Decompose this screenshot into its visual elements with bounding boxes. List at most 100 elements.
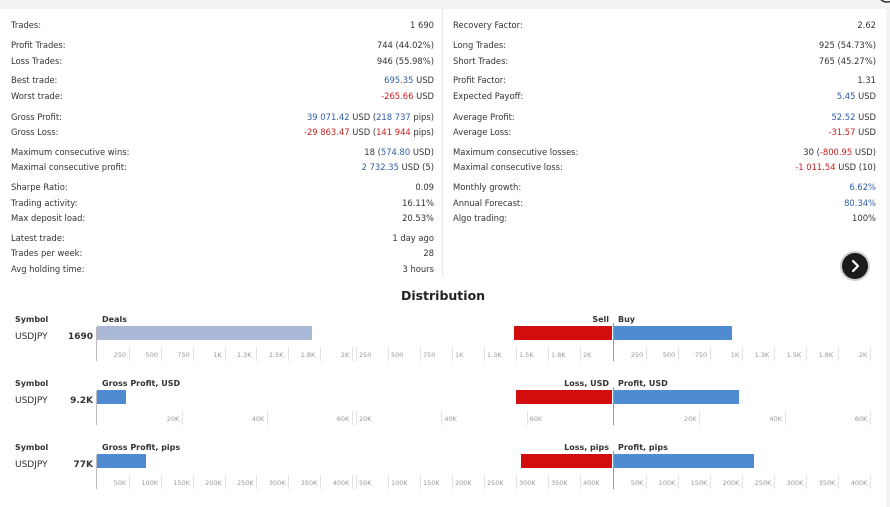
axis-tick bbox=[182, 411, 183, 425]
axis-tick bbox=[224, 347, 226, 361]
next-page-button[interactable] bbox=[842, 253, 868, 279]
stat-value: 100% bbox=[852, 211, 876, 225]
stat-value: 3 hours bbox=[402, 262, 434, 276]
stat-value: 5.45 USD bbox=[837, 89, 876, 103]
stat-value: 30 (-800.95 USD) bbox=[803, 145, 876, 159]
axis-tick-label: 40K bbox=[444, 415, 457, 423]
stat-row: Gross Loss: -29 863.47 USD (141 944 pips) bbox=[11, 125, 434, 139]
axis-tick-label: 20K bbox=[166, 415, 180, 423]
stat-value: -29 863.47 USD (141 944 pips) bbox=[304, 125, 434, 139]
stat-value-part: pips) bbox=[410, 112, 434, 122]
stat-value-part: USD (5) bbox=[398, 162, 434, 172]
stat-row: Worst trade: -265.66 USD bbox=[11, 89, 434, 103]
stat-value-part: 765 (45.27%) bbox=[818, 56, 876, 66]
panel-header: Gross Profit, pips bbox=[102, 443, 181, 452]
stat-row: Average Loss: -31.57 USD bbox=[453, 125, 876, 139]
axis-tick bbox=[356, 411, 357, 425]
stat-row: Maximal consecutive profit: 2 732.35 USD … bbox=[11, 160, 434, 174]
axis-tick-label: 60K bbox=[336, 415, 350, 423]
stat-value-part: 946 (55.98%) bbox=[376, 56, 434, 66]
axis-tick-label: 500 bbox=[145, 351, 158, 359]
close-corner-icon[interactable] bbox=[874, 0, 890, 7]
axis-tick bbox=[870, 411, 871, 425]
stat-value-part: -800.95 bbox=[819, 147, 853, 157]
stat-row: Maximum consecutive wins: 18 (574.80 USD) bbox=[11, 145, 434, 159]
stat-value-part: 5.45 bbox=[836, 91, 856, 101]
stat-row: Profit Trades: 744 (44.02%) bbox=[11, 38, 434, 52]
stat-label: Profit Trades: bbox=[11, 40, 66, 50]
axis-tick-label: 100K bbox=[658, 479, 676, 487]
axis-tick-label: 250K bbox=[236, 479, 254, 487]
stat-label: Profit Factor: bbox=[453, 75, 506, 85]
axis-tick-label: 100K bbox=[141, 479, 159, 487]
stat-value-part: -31.57 bbox=[828, 127, 856, 137]
stat-value: 946 (55.98%) bbox=[377, 54, 434, 68]
stat-label: Maximal consecutive profit: bbox=[11, 162, 127, 172]
symbol-header: Symbol bbox=[15, 379, 49, 388]
axis-tick-label: 1K bbox=[213, 351, 222, 359]
stat-value-part: USD bbox=[413, 75, 434, 85]
distribution-title: Distribution bbox=[400, 288, 486, 303]
stat-value-part: USD) bbox=[410, 147, 434, 157]
stat-value-part: 100% bbox=[852, 213, 876, 223]
stat-label: Maximum consecutive losses: bbox=[453, 147, 579, 157]
axis-tick-label: 300K bbox=[786, 479, 804, 487]
stat-value: -265.66 USD bbox=[381, 89, 434, 103]
stat-label: Latest trade: bbox=[11, 233, 65, 243]
stat-value: 52.52 USD bbox=[831, 110, 876, 124]
axis-tick bbox=[678, 347, 679, 361]
stat-label: Short Trades: bbox=[453, 56, 509, 66]
stat-value-part: 80.34% bbox=[844, 198, 876, 208]
total-value: 1690 bbox=[67, 332, 93, 342]
stat-value: -1 011.54 USD (10) bbox=[795, 160, 876, 174]
axis-tick bbox=[870, 475, 871, 489]
stat-row: Trades: 1 690 bbox=[11, 18, 434, 32]
axis-tick bbox=[352, 347, 353, 361]
axis-tick bbox=[452, 347, 453, 361]
axis-tick bbox=[548, 475, 549, 489]
stat-row: Annual Forecast: 80.34% bbox=[453, 196, 876, 210]
axis-tick bbox=[388, 347, 389, 361]
stat-value-part: 695.35 bbox=[384, 75, 414, 85]
stat-label: Trading activity: bbox=[11, 198, 78, 208]
stat-row: Latest trade: 1 day ago bbox=[11, 231, 434, 245]
stat-value: 16.11% bbox=[402, 196, 434, 210]
loss-header: Loss, pips bbox=[564, 443, 609, 452]
axis-tick-label: 500 bbox=[662, 351, 676, 359]
axis-line bbox=[96, 391, 97, 425]
loss-header: Loss, USD bbox=[564, 379, 609, 388]
axis-tick bbox=[838, 475, 839, 489]
axis-tick-label: 200K bbox=[205, 479, 222, 487]
axis-tick bbox=[784, 411, 786, 425]
stat-label: Maximum consecutive wins: bbox=[11, 147, 130, 157]
stat-value-part: USD ( bbox=[349, 127, 377, 137]
stat-value-part: USD bbox=[855, 112, 876, 122]
stat-value: 744 (44.02%) bbox=[377, 38, 434, 52]
loss-header: Sell bbox=[592, 315, 609, 324]
axis-tick-label: 300K bbox=[268, 479, 286, 487]
symbol-header: Symbol bbox=[15, 443, 49, 452]
axis-tick-label: 50K bbox=[359, 479, 372, 487]
stat-value: 18 (574.80 USD) bbox=[364, 145, 434, 159]
axis-tick bbox=[646, 475, 647, 489]
axis-tick-label: 20K bbox=[684, 415, 697, 423]
stat-value-part: 28 bbox=[423, 248, 434, 258]
stat-value-part: USD bbox=[413, 91, 434, 101]
axis-tick-label: 100K bbox=[391, 479, 408, 487]
total-bar bbox=[97, 390, 127, 404]
panel-header: Deals bbox=[102, 315, 127, 324]
axis-tick-label: 250K bbox=[754, 479, 772, 487]
axis-tick bbox=[742, 475, 743, 489]
axis-tick bbox=[742, 347, 743, 361]
axis-tick-label: 400K bbox=[332, 479, 350, 487]
stat-value: 20.53% bbox=[402, 211, 434, 225]
stat-value-part: 744 (44.02%) bbox=[376, 40, 434, 50]
stat-value-part: USD bbox=[855, 91, 876, 101]
stat-value-part: -29 863.47 bbox=[303, 127, 350, 137]
trading-stats-card: Trades: 1 690 Profit Trades: 744 (44.02%) Lo… bbox=[0, 9, 886, 507]
stat-value-part: 52.52 bbox=[831, 112, 856, 122]
stat-label: Monthly growth: bbox=[453, 182, 522, 192]
stat-value-part: 2 732.35 bbox=[361, 162, 399, 172]
axis-tick bbox=[646, 347, 647, 361]
statistics-panel: Trades: 1 690 Profit Trades: 744 (44.02%) Lo… bbox=[0, 9, 886, 284]
